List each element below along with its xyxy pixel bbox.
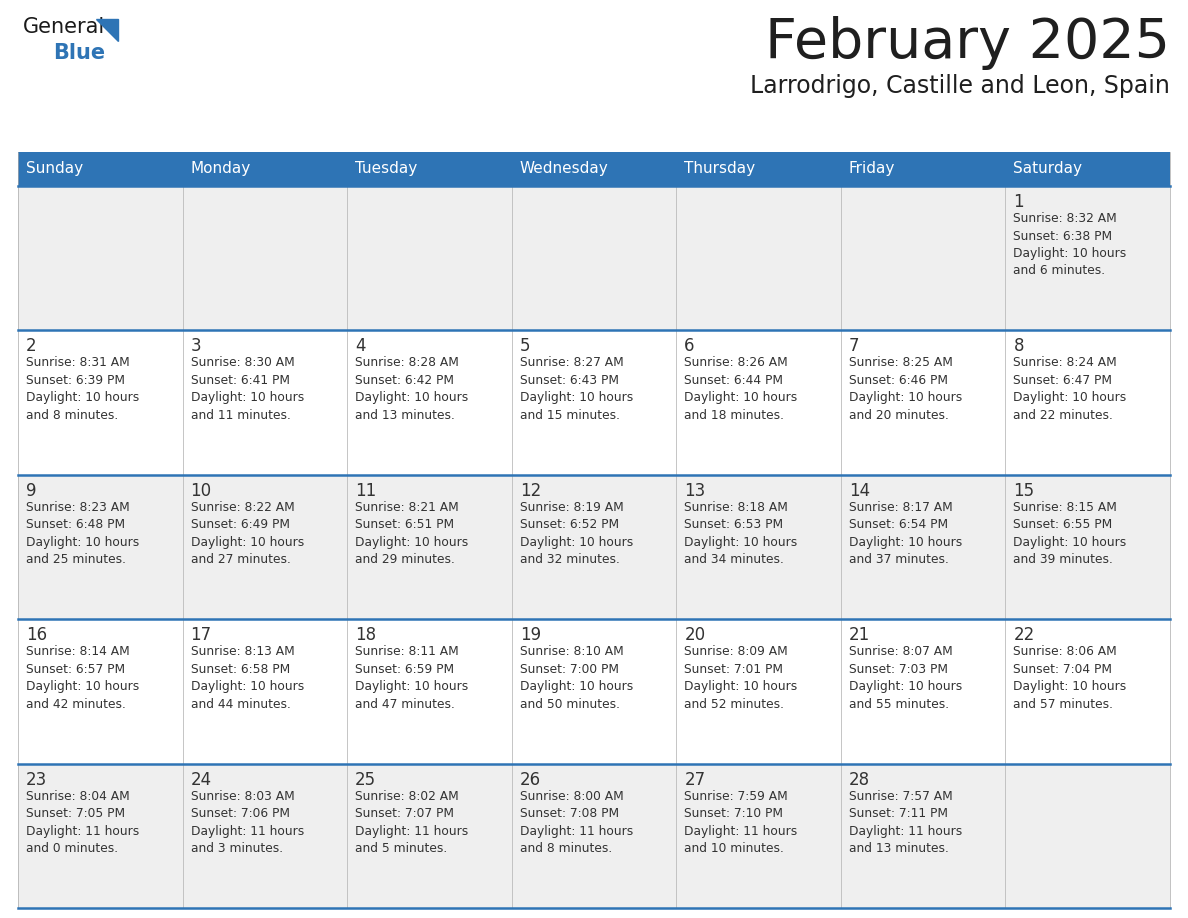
Text: Sunrise: 8:00 AM
Sunset: 7:08 PM
Daylight: 11 hours
and 8 minutes.: Sunrise: 8:00 AM Sunset: 7:08 PM Dayligh… <box>519 789 633 855</box>
Text: Sunrise: 8:30 AM
Sunset: 6:41 PM
Daylight: 10 hours
and 11 minutes.: Sunrise: 8:30 AM Sunset: 6:41 PM Dayligh… <box>190 356 304 422</box>
Text: Sunrise: 8:14 AM
Sunset: 6:57 PM
Daylight: 10 hours
and 42 minutes.: Sunrise: 8:14 AM Sunset: 6:57 PM Dayligh… <box>26 645 139 711</box>
Text: Monday: Monday <box>190 162 251 176</box>
Text: Sunrise: 8:28 AM
Sunset: 6:42 PM
Daylight: 10 hours
and 13 minutes.: Sunrise: 8:28 AM Sunset: 6:42 PM Dayligh… <box>355 356 468 422</box>
Text: 13: 13 <box>684 482 706 499</box>
Text: 2: 2 <box>26 338 37 355</box>
Text: 1: 1 <box>1013 193 1024 211</box>
Text: 7: 7 <box>849 338 859 355</box>
Bar <box>183 152 347 186</box>
Text: Sunrise: 8:04 AM
Sunset: 7:05 PM
Daylight: 11 hours
and 0 minutes.: Sunrise: 8:04 AM Sunset: 7:05 PM Dayligh… <box>26 789 139 855</box>
Text: 19: 19 <box>519 626 541 644</box>
Text: Sunrise: 8:11 AM
Sunset: 6:59 PM
Daylight: 10 hours
and 47 minutes.: Sunrise: 8:11 AM Sunset: 6:59 PM Dayligh… <box>355 645 468 711</box>
Text: 26: 26 <box>519 770 541 789</box>
Text: Tuesday: Tuesday <box>355 162 417 176</box>
Text: 8: 8 <box>1013 338 1024 355</box>
Text: Sunrise: 8:07 AM
Sunset: 7:03 PM
Daylight: 10 hours
and 55 minutes.: Sunrise: 8:07 AM Sunset: 7:03 PM Dayligh… <box>849 645 962 711</box>
Text: Sunrise: 8:24 AM
Sunset: 6:47 PM
Daylight: 10 hours
and 22 minutes.: Sunrise: 8:24 AM Sunset: 6:47 PM Dayligh… <box>1013 356 1126 422</box>
Text: 5: 5 <box>519 338 530 355</box>
Text: General: General <box>23 17 106 37</box>
Text: Larrodrigo, Castille and Leon, Spain: Larrodrigo, Castille and Leon, Spain <box>750 74 1170 98</box>
Text: 23: 23 <box>26 770 48 789</box>
Text: Sunrise: 8:02 AM
Sunset: 7:07 PM
Daylight: 11 hours
and 5 minutes.: Sunrise: 8:02 AM Sunset: 7:07 PM Dayligh… <box>355 789 468 855</box>
Text: 27: 27 <box>684 770 706 789</box>
Text: Wednesday: Wednesday <box>519 162 608 176</box>
Text: Sunrise: 8:18 AM
Sunset: 6:53 PM
Daylight: 10 hours
and 34 minutes.: Sunrise: 8:18 AM Sunset: 6:53 PM Dayligh… <box>684 501 797 566</box>
Text: Sunrise: 8:06 AM
Sunset: 7:04 PM
Daylight: 10 hours
and 57 minutes.: Sunrise: 8:06 AM Sunset: 7:04 PM Dayligh… <box>1013 645 1126 711</box>
Text: 6: 6 <box>684 338 695 355</box>
Bar <box>676 152 841 186</box>
Text: 22: 22 <box>1013 626 1035 644</box>
Text: 16: 16 <box>26 626 48 644</box>
Bar <box>18 764 1170 908</box>
Text: Sunrise: 8:03 AM
Sunset: 7:06 PM
Daylight: 11 hours
and 3 minutes.: Sunrise: 8:03 AM Sunset: 7:06 PM Dayligh… <box>190 789 304 855</box>
Bar <box>18 475 1170 620</box>
Text: 15: 15 <box>1013 482 1035 499</box>
Text: Sunrise: 8:23 AM
Sunset: 6:48 PM
Daylight: 10 hours
and 25 minutes.: Sunrise: 8:23 AM Sunset: 6:48 PM Dayligh… <box>26 501 139 566</box>
Text: Sunrise: 8:27 AM
Sunset: 6:43 PM
Daylight: 10 hours
and 15 minutes.: Sunrise: 8:27 AM Sunset: 6:43 PM Dayligh… <box>519 356 633 422</box>
Bar <box>18 152 183 186</box>
Polygon shape <box>96 19 118 41</box>
Text: Sunrise: 8:15 AM
Sunset: 6:55 PM
Daylight: 10 hours
and 39 minutes.: Sunrise: 8:15 AM Sunset: 6:55 PM Dayligh… <box>1013 501 1126 566</box>
Text: Sunrise: 8:21 AM
Sunset: 6:51 PM
Daylight: 10 hours
and 29 minutes.: Sunrise: 8:21 AM Sunset: 6:51 PM Dayligh… <box>355 501 468 566</box>
Text: 4: 4 <box>355 338 366 355</box>
Text: Blue: Blue <box>53 43 105 63</box>
Bar <box>18 620 1170 764</box>
Text: 11: 11 <box>355 482 377 499</box>
Text: 14: 14 <box>849 482 870 499</box>
Text: 24: 24 <box>190 770 211 789</box>
Text: Sunrise: 7:57 AM
Sunset: 7:11 PM
Daylight: 11 hours
and 13 minutes.: Sunrise: 7:57 AM Sunset: 7:11 PM Dayligh… <box>849 789 962 855</box>
Text: Sunrise: 8:32 AM
Sunset: 6:38 PM
Daylight: 10 hours
and 6 minutes.: Sunrise: 8:32 AM Sunset: 6:38 PM Dayligh… <box>1013 212 1126 277</box>
Text: February 2025: February 2025 <box>765 16 1170 70</box>
Text: Sunrise: 8:22 AM
Sunset: 6:49 PM
Daylight: 10 hours
and 27 minutes.: Sunrise: 8:22 AM Sunset: 6:49 PM Dayligh… <box>190 501 304 566</box>
Text: Sunrise: 7:59 AM
Sunset: 7:10 PM
Daylight: 11 hours
and 10 minutes.: Sunrise: 7:59 AM Sunset: 7:10 PM Dayligh… <box>684 789 797 855</box>
Text: 21: 21 <box>849 626 870 644</box>
Text: 12: 12 <box>519 482 541 499</box>
Text: 3: 3 <box>190 338 201 355</box>
Bar <box>18 330 1170 475</box>
Text: 10: 10 <box>190 482 211 499</box>
Text: 25: 25 <box>355 770 377 789</box>
Bar <box>1005 152 1170 186</box>
Text: 9: 9 <box>26 482 37 499</box>
Text: 28: 28 <box>849 770 870 789</box>
Text: Sunrise: 8:31 AM
Sunset: 6:39 PM
Daylight: 10 hours
and 8 minutes.: Sunrise: 8:31 AM Sunset: 6:39 PM Dayligh… <box>26 356 139 422</box>
Text: Sunrise: 8:09 AM
Sunset: 7:01 PM
Daylight: 10 hours
and 52 minutes.: Sunrise: 8:09 AM Sunset: 7:01 PM Dayligh… <box>684 645 797 711</box>
Text: Thursday: Thursday <box>684 162 756 176</box>
Text: Sunrise: 8:25 AM
Sunset: 6:46 PM
Daylight: 10 hours
and 20 minutes.: Sunrise: 8:25 AM Sunset: 6:46 PM Dayligh… <box>849 356 962 422</box>
Text: 17: 17 <box>190 626 211 644</box>
Text: 18: 18 <box>355 626 377 644</box>
Text: Sunrise: 8:19 AM
Sunset: 6:52 PM
Daylight: 10 hours
and 32 minutes.: Sunrise: 8:19 AM Sunset: 6:52 PM Dayligh… <box>519 501 633 566</box>
Text: 20: 20 <box>684 626 706 644</box>
Text: Sunrise: 8:13 AM
Sunset: 6:58 PM
Daylight: 10 hours
and 44 minutes.: Sunrise: 8:13 AM Sunset: 6:58 PM Dayligh… <box>190 645 304 711</box>
Bar <box>841 152 1005 186</box>
Bar <box>18 186 1170 330</box>
Bar <box>512 152 676 186</box>
Text: Sunrise: 8:17 AM
Sunset: 6:54 PM
Daylight: 10 hours
and 37 minutes.: Sunrise: 8:17 AM Sunset: 6:54 PM Dayligh… <box>849 501 962 566</box>
Text: Sunday: Sunday <box>26 162 83 176</box>
Bar <box>347 152 512 186</box>
Text: Sunrise: 8:26 AM
Sunset: 6:44 PM
Daylight: 10 hours
and 18 minutes.: Sunrise: 8:26 AM Sunset: 6:44 PM Dayligh… <box>684 356 797 422</box>
Text: Saturday: Saturday <box>1013 162 1082 176</box>
Text: Sunrise: 8:10 AM
Sunset: 7:00 PM
Daylight: 10 hours
and 50 minutes.: Sunrise: 8:10 AM Sunset: 7:00 PM Dayligh… <box>519 645 633 711</box>
Text: Friday: Friday <box>849 162 896 176</box>
